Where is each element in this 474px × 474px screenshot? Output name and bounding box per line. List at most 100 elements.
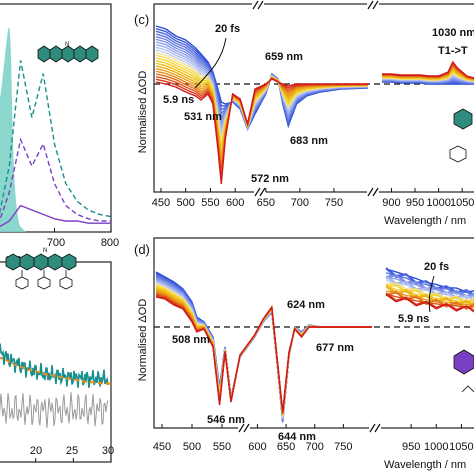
panel-d-annotation-677nm: 677 nm — [316, 342, 354, 354]
panel-d-x-tick-label: 750 — [334, 441, 352, 453]
panel-c-x-tick-label: 700 — [291, 197, 309, 209]
panel-c-x-tick-label: 750 — [325, 197, 343, 209]
panel-c-x-tick-label: 900 — [382, 197, 400, 209]
panel-c-frame — [153, 3, 474, 193]
panel-c-annotation-5.9ns: 5.9 ns — [163, 94, 194, 106]
panel-d-annotation-5.9ns: 5.9 ns — [398, 313, 429, 325]
panel-d-nir-trace — [385, 277, 474, 299]
panel-d-annotation-20fs: 20 fs — [424, 261, 449, 273]
panel-d-label: (d) — [134, 242, 150, 257]
panel-b-x-tick-label-1: 25 — [66, 445, 78, 457]
panel-d-annotation-624nm: 624 nm — [287, 299, 325, 311]
panel-b-teal-trace — [0, 343, 109, 388]
panel-d-ylabel: Normalised ΔOD — [137, 299, 149, 382]
panel-d-nir-trace — [385, 268, 474, 293]
panel-d-nir-trace — [385, 282, 474, 305]
panel-d-x-tick-label: 950 — [402, 441, 420, 453]
panel-d-nir-trace — [385, 290, 474, 309]
panel-a-x-tick-label-1: 800 — [101, 237, 119, 249]
panel-d-nir-trace — [385, 292, 474, 311]
phenyl-fragment-icon — [461, 385, 474, 393]
purple-ring-icon — [453, 349, 474, 375]
panel-d-nir-trace — [385, 275, 474, 300]
panel-d-nir-trace — [385, 284, 474, 304]
panel-c-x-ticks — [160, 188, 463, 192]
panel-c-x-tick-label: 600 — [226, 197, 244, 209]
phenyl-ring-icon — [449, 145, 467, 163]
panel-c-annotation-683nm: 683 nm — [290, 135, 328, 147]
panel-d-annotation-508nm: 508 nm — [172, 334, 210, 346]
panel-c-xlabel: Wavelength / nm — [384, 215, 466, 227]
panel-b-x-tick-label-0: 20 — [30, 445, 42, 457]
panel-c-axis-breaks — [252, 0, 379, 197]
panel-d-nir-trace — [385, 293, 474, 309]
panel-d-nir-trace — [385, 290, 474, 306]
panel-c-trace — [155, 60, 369, 153]
panel-d-nir-trace — [385, 276, 474, 302]
panel-a-frame — [0, 3, 112, 233]
panel-d: (d) Normalised ΔOD 20 fs 5.9 ns 508 nm 5… — [134, 237, 474, 471]
panel-b-fit-line — [0, 356, 111, 385]
panel-d-x-tick-label: 700 — [306, 441, 324, 453]
panel-b-series — [0, 343, 111, 428]
panel-d-x-tick-label: 1050 — [449, 441, 473, 453]
panel-d-x-tick-label: 500 — [183, 441, 201, 453]
panel-c-annotation-1030nm: 1030 nm — [432, 27, 474, 39]
panel-d-annotation-644nm: 644 nm — [278, 431, 316, 443]
benzene-ring-icon — [453, 108, 473, 130]
panel-c-x-tick-label: 1050 — [450, 197, 474, 209]
panel-d-trace — [155, 296, 372, 413]
panel-c-x-tick-label: 450 — [152, 197, 170, 209]
panel-d-x-tick-labels: 450 500 550 600 650 700 750 950 1000 1050 — [153, 441, 474, 453]
panel-c-series — [155, 25, 369, 185]
panel-c-trace — [155, 62, 369, 157]
panel-d-x-tick-label: 450 — [153, 441, 171, 453]
panel-d-nir-series — [385, 267, 474, 313]
panel-c-x-tick-label: 500 — [177, 197, 195, 209]
panel-c-annotation-572nm: 572 nm — [251, 173, 289, 185]
panel-d-nir-trace — [385, 279, 474, 302]
panel-c-annotation-20fs: 20 fs — [215, 23, 240, 35]
panel-a-series — [0, 60, 112, 228]
svg-text:N: N — [43, 248, 47, 254]
panel-c-x-tick-label: 650 — [257, 197, 275, 209]
panel-c-nir-series — [382, 60, 474, 85]
panel-c: (c) Normalised ΔOD 20 fs 5.9 ns 531 nm 5… — [134, 0, 474, 227]
panel-c-annotation-531nm: 531 nm — [184, 111, 222, 123]
panel-d-nir-trace — [385, 286, 474, 308]
molecule-with-phenyls-icon: N — [5, 248, 77, 290]
panel-d-nir-trace — [385, 284, 474, 305]
panel-d-nir-trace — [385, 282, 474, 302]
panel-c-arrow-20fs — [194, 37, 227, 89]
panel-c-ylabel: Normalised ΔOD — [137, 71, 149, 154]
panel-c-x-tick-label: 550 — [201, 197, 219, 209]
panel-b-x-tick-label-2: 30 — [102, 445, 114, 457]
panel-c-x-tick-labels: 450 500 550 600 650 700 750 900 950 1000 1050 — [152, 197, 474, 209]
panel-d-arrow-20fs — [428, 275, 435, 313]
panel-d-x-tick-label: 650 — [277, 441, 295, 453]
panel-c-x-tick-label: 950 — [406, 197, 424, 209]
panel-d-nir-trace — [385, 293, 474, 313]
panel-a-x-ticks — [54, 228, 112, 232]
panel-d-x-tick-label: 600 — [248, 441, 266, 453]
panel-d-annotation-546nm: 546 nm — [207, 414, 245, 426]
panel-d-x-tick-label: 1000 — [424, 441, 448, 453]
panel-c-x-tick-label: 1000 — [426, 197, 450, 209]
panel-c-nir-trace — [382, 60, 474, 79]
panel-d-series — [155, 271, 372, 423]
panel-a-series-line — [0, 60, 112, 218]
panel-b: N 20 25 30 — [0, 248, 114, 463]
svg-text:N: N — [65, 42, 69, 48]
panel-a-x-tick-label-0: 700 — [47, 237, 65, 249]
panel-b-x-ticks — [35, 458, 112, 462]
panel-d-xlabel: Wavelength / nm — [384, 459, 466, 471]
panel-a: N 700 800 nm — [0, 3, 119, 265]
panel-c-label: (c) — [134, 12, 149, 27]
panel-d-x-ticks — [161, 424, 462, 428]
panel-d-nir-trace — [385, 292, 474, 311]
panel-c-annotation-t1: T1->T — [438, 45, 468, 57]
panel-d-axis-breaks — [238, 423, 381, 433]
panel-c-trace — [155, 78, 368, 185]
panel-c-annotation-659nm: 659 nm — [265, 51, 303, 63]
